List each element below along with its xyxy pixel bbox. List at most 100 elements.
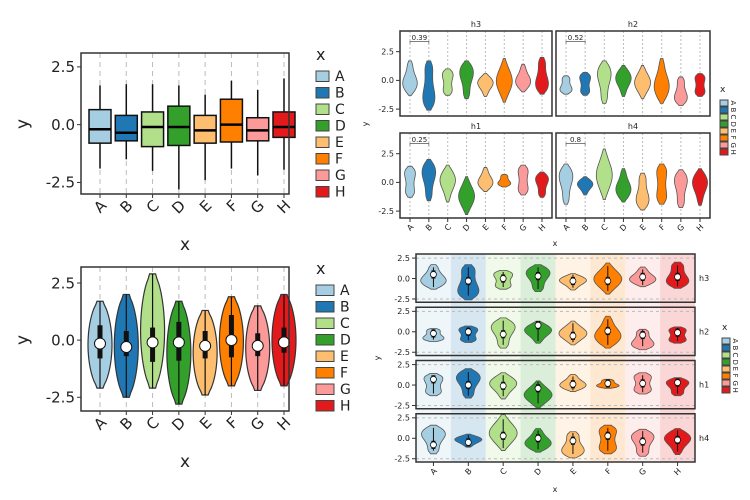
- violin-h1-H: [535, 171, 549, 198]
- violin-h2-B: [579, 71, 591, 96]
- panel1-y-tick-label: 2.5: [51, 58, 75, 76]
- panel1-y-tick-label: -2.5: [46, 174, 75, 192]
- panel1-legend-key-B: [315, 87, 330, 99]
- panel2-x-tick-label: C: [143, 414, 163, 434]
- panel4-legend-key-C: [721, 351, 731, 359]
- violin-h4-G: [673, 169, 688, 209]
- pvalue-label-h1: 0.25: [412, 136, 428, 144]
- median-point-h2-H: [674, 329, 681, 337]
- panel4-legend-key-B: [721, 344, 731, 352]
- panel1-x-tick-label: C: [143, 197, 163, 217]
- pvalue-bracket-h3: [409, 40, 430, 44]
- panel3-ylabel: y: [361, 121, 370, 126]
- box-B: [114, 114, 139, 142]
- row-y-tick-label: 2.5: [397, 307, 410, 316]
- violin-h1-G: [517, 164, 529, 196]
- row-y-tick-label: 0.0: [397, 274, 410, 283]
- panel4-legend-key-A: [721, 337, 731, 345]
- facet-x-tick-label: B: [424, 222, 434, 232]
- panel3-legend-key-C: [719, 113, 729, 121]
- panel3-legend-label-B: B: [729, 108, 737, 113]
- panel3-legend-label-G: G: [729, 143, 737, 148]
- panel1-legend-key-E: [315, 136, 330, 148]
- violin-h4-B: [576, 176, 594, 196]
- pvalue-bracket-h2: [565, 40, 586, 44]
- median-point-h1-F: [604, 379, 612, 387]
- facet-x-tick-label: F: [657, 222, 667, 232]
- panel3-legend-key-H: [719, 148, 729, 156]
- median-point-h3-B: [464, 277, 472, 285]
- violin-h4-F: [656, 163, 668, 205]
- panel4-legend-label-A: A: [731, 339, 739, 344]
- panel3-legend-key-A: [719, 99, 729, 107]
- facet-x-tick-label: E: [481, 222, 491, 232]
- violin-h1-A: [404, 165, 416, 198]
- median-point-D: [172, 336, 185, 349]
- column-band-G: [625, 254, 661, 462]
- panel1-x-tick-label: H: [274, 197, 295, 218]
- panel3-legend-label-H: H: [729, 150, 737, 155]
- facet-y-tick-label: 2.5: [381, 149, 394, 158]
- median-point-h3-E: [569, 277, 577, 285]
- pvalue-label-h3: 0.39: [412, 34, 428, 42]
- panel4-x-tick-label: D: [533, 466, 544, 477]
- box-F: [219, 98, 244, 143]
- panel4-xlabel: x: [553, 485, 558, 494]
- panel1-x-tick-label: A: [90, 196, 111, 217]
- panel4-ylabel: y: [373, 355, 382, 360]
- panel1-legend-label-C: C: [335, 102, 345, 118]
- panel2-legend-label-H: H: [340, 398, 351, 414]
- facet-x-tick-label: A: [561, 222, 572, 233]
- panel3-legend-label-F: F: [729, 136, 737, 140]
- median-point-h2-G: [639, 331, 647, 339]
- median-point-h2-B: [464, 328, 472, 336]
- panel2-legend-key-B: [315, 301, 335, 313]
- median-point-h1-D: [534, 384, 542, 392]
- violin-h1-C: [439, 164, 456, 203]
- facet-x-tick-label: G: [518, 222, 529, 233]
- violin-h3-D: [459, 60, 474, 100]
- median-point-h4-F: [604, 432, 612, 440]
- panel4-legend-label-E: E: [731, 367, 739, 371]
- panel4-legend-title: x: [722, 323, 728, 333]
- row-y-tick-label: 0.0: [397, 328, 410, 337]
- panel2-ylabel: y: [13, 335, 33, 345]
- panel4-x-tick-label: F: [604, 466, 614, 476]
- violin-h4-A: [558, 163, 574, 205]
- violin-h3-A: [402, 60, 418, 96]
- violin-h4-E: [635, 172, 650, 211]
- row-y-tick-label: -2.5: [394, 455, 410, 464]
- median-point-h4-G: [639, 438, 647, 445]
- panel3-legend-key-E: [719, 127, 729, 135]
- panel1-legend-title: x: [316, 45, 325, 64]
- facet-strip-h1: h1: [471, 122, 481, 131]
- violin-h1-D: [458, 176, 475, 215]
- panel2-legend-label-F: F: [340, 365, 348, 381]
- panel2-xlabel: x: [180, 452, 190, 472]
- panel1-legend-label-G: G: [335, 168, 346, 184]
- median-point-h1-C: [499, 382, 507, 390]
- panel2-legend-label-E: E: [340, 349, 349, 365]
- panel2-legend-label-A: A: [340, 283, 350, 299]
- panel1-legend-label-H: H: [335, 184, 346, 200]
- row-y-tick-label: 0.0: [397, 381, 410, 390]
- panel1-x-tick-label: D: [168, 197, 189, 218]
- facet-y-tick-label: -2.5: [378, 207, 394, 216]
- panel4-legend-key-E: [721, 365, 731, 373]
- panel1-legend-label-B: B: [335, 85, 345, 101]
- facet-x-tick-label: A: [405, 222, 416, 233]
- violin-h4-H: [692, 168, 708, 206]
- panel2-legend-key-C: [315, 317, 335, 329]
- median-point-A: [94, 337, 106, 350]
- row-strip-h1: h1: [699, 381, 709, 390]
- row-strip-h3: h3: [699, 274, 709, 283]
- panel2-legend-label-D: D: [340, 332, 351, 348]
- panel2-x-tick-label: F: [223, 414, 242, 433]
- violin-h3-C: [441, 68, 454, 96]
- panel1-legend-key-C: [315, 103, 330, 115]
- violin-h3-G: [515, 63, 532, 93]
- panel4-x-tick-label: A: [429, 466, 440, 477]
- median-point-B: [120, 341, 133, 353]
- median-point-h3-A: [430, 271, 437, 278]
